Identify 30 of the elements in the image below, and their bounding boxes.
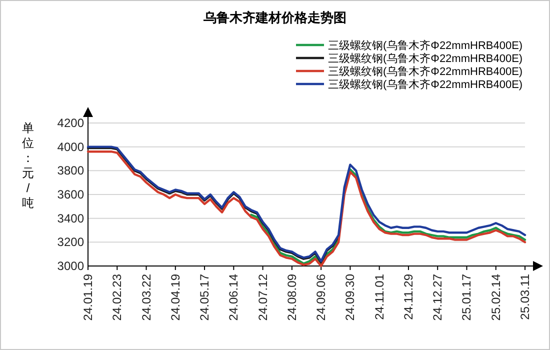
x-tick-label: 25.03.11 bbox=[518, 274, 532, 320]
line-series bbox=[86, 146, 340, 264]
x-tick-label: 24.03.22 bbox=[139, 274, 154, 321]
chart-title: 乌鲁木齐建材价格走势图 bbox=[202, 10, 346, 25]
y-tick-label: 3400 bbox=[57, 211, 84, 226]
legend-label: 三级螺纹钢(乌鲁木齐Φ22mmHRB400E) bbox=[328, 52, 523, 65]
y-tick-label: 3000 bbox=[57, 259, 84, 273]
y-axis-title: 单位：元/吨 bbox=[22, 121, 34, 210]
x-tick-label: 25.01.17 bbox=[460, 274, 474, 321]
x-tick-label: 24.11.29 bbox=[401, 274, 416, 320]
x-tick-label: 24.02.23 bbox=[110, 274, 124, 321]
y-tick-label: 3200 bbox=[57, 235, 84, 250]
y-tick-label: 4000 bbox=[57, 140, 84, 154]
legend-label: 三级螺纹钢(乌鲁木齐Φ22mmHRB400E) bbox=[328, 78, 523, 91]
x-tick-label: 24.06.14 bbox=[226, 274, 241, 321]
legend-label: 三级螺纹钢(乌鲁木齐Φ22mmHRB400E) bbox=[328, 39, 523, 52]
x-tick-label: 24.12.27 bbox=[430, 274, 445, 321]
x-tick-label: 24.04.19 bbox=[168, 274, 182, 321]
x-tick-label: 24.01.19 bbox=[81, 274, 95, 321]
x-tick-label: 24.09.06 bbox=[314, 274, 328, 321]
x-tick-label: 24.05.17 bbox=[198, 274, 212, 321]
x-tick-label: 24.11.01 bbox=[372, 274, 386, 320]
y-tick-label: 3800 bbox=[57, 164, 84, 178]
x-tick-label: 24.08.09 bbox=[284, 274, 299, 321]
x-tick-label: 24.07.12 bbox=[256, 274, 270, 321]
x-tick-label: 24.09.30 bbox=[343, 274, 358, 321]
x-tick-label: 25.02.14 bbox=[488, 274, 503, 321]
y-tick-label: 4200 bbox=[57, 116, 84, 130]
legend-label: 三级螺纹钢(乌鲁木齐Φ22mmHRB400E) bbox=[328, 65, 523, 78]
y-tick-label: 3600 bbox=[57, 188, 84, 202]
